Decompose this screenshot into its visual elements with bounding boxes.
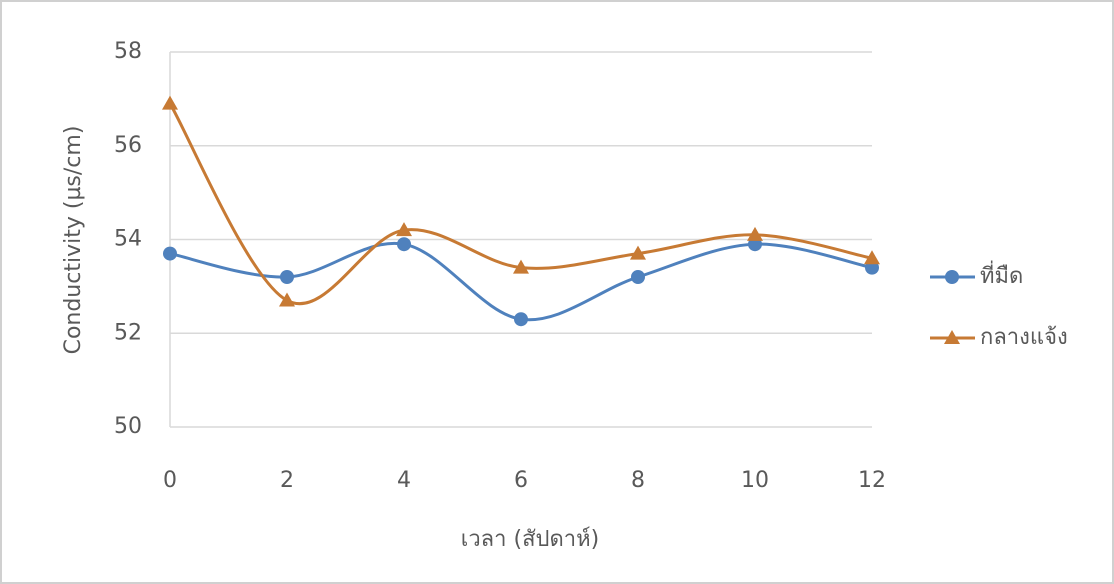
marker	[162, 95, 178, 110]
marker	[747, 226, 763, 241]
x-tick-label: 2	[280, 468, 294, 493]
marker	[396, 222, 412, 237]
y-tick-label: 56	[114, 133, 142, 158]
y-tick-label: 54	[114, 227, 142, 252]
marker	[163, 246, 177, 261]
line	[168, 102, 873, 305]
legend-label: กลางแจ้ง	[980, 325, 1068, 350]
y-tick-label: 50	[114, 414, 142, 439]
y-tick-label: 58	[114, 39, 142, 64]
x-tick-label: 0	[163, 468, 177, 493]
x-tick-label: 4	[397, 468, 411, 493]
marker	[514, 312, 528, 327]
y-axis-label: Conductivity (µs/cm)	[61, 126, 86, 355]
x-axis-label: เวลา (สัปดาห์)	[461, 527, 599, 552]
legend-label: ที่มืด	[980, 260, 1023, 289]
marker	[513, 259, 529, 274]
marker	[279, 292, 295, 307]
x-tick-label: 12	[858, 468, 886, 493]
marker	[631, 270, 645, 284]
marker	[864, 250, 880, 265]
x-tick-label: 10	[741, 468, 769, 493]
x-tick-label: 6	[514, 468, 528, 493]
legend-marker	[945, 270, 959, 284]
marker	[630, 245, 646, 260]
marker	[280, 270, 294, 284]
legend-marker	[944, 330, 960, 344]
y-tick-label: 52	[114, 320, 142, 345]
marker	[397, 237, 411, 252]
x-tick-label: 8	[631, 468, 645, 493]
